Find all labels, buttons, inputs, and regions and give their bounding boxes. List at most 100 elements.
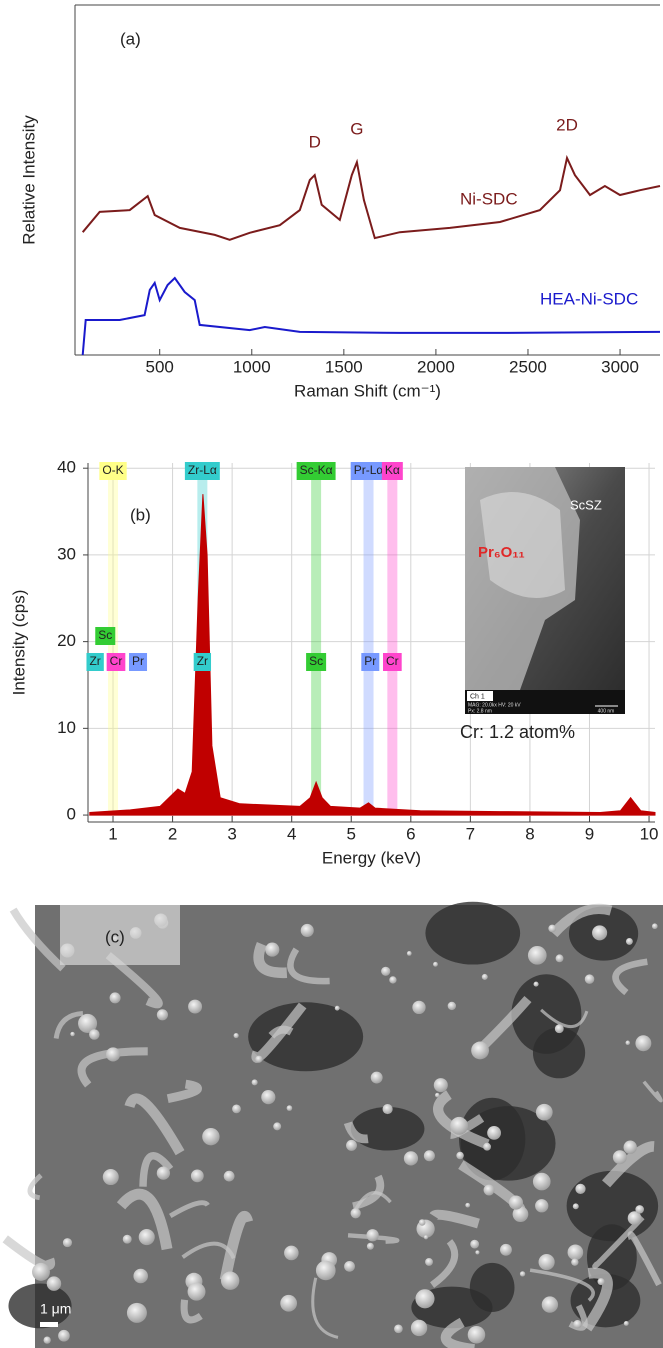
inset-particle [480,492,565,598]
element-label-box [106,653,126,671]
x-tick-label: 500 [146,357,174,376]
sem-particle [370,1071,383,1084]
x-tick-label: 3000 [601,357,639,376]
annotation: Cr: 1.2 atom% [460,722,575,742]
peak-label: D [309,133,321,152]
element-label-box [129,653,148,671]
sem-network [433,1090,490,1150]
x-tick-label: 1500 [325,357,363,376]
element-label-box [381,462,403,480]
sem-particle [32,1262,50,1281]
sem-network [540,1008,589,1028]
sem-network [253,942,288,978]
element-label: O-K [102,463,123,477]
sem-particle [133,1268,148,1284]
x-tick-label: 9 [585,824,594,843]
sem-particle [190,1169,204,1183]
sem-particle [635,1205,644,1214]
sem-highlight [60,905,180,965]
series-line [81,276,661,356]
sem-image [2,901,663,1348]
sem-particle [592,925,608,941]
sem-network [592,1215,645,1270]
element-band [311,475,322,816]
sem-particle [532,1172,551,1191]
sem-particle [450,1116,469,1135]
legend-label: Ni-SDC [460,189,518,208]
sem-particle [70,1031,75,1037]
inset-channel-box [467,691,493,701]
sem-particle [527,945,547,965]
sem-particle [423,1235,429,1240]
sem-particle [567,1244,584,1261]
sem-particle [410,1319,428,1337]
sem-particle [232,1104,241,1114]
y-axis-label: Intensity (cps) [9,590,28,696]
sem-network [251,1002,307,1063]
sem-particle [500,1243,512,1256]
sem-network [27,1173,43,1201]
sem-particle [366,1229,379,1242]
sem-network [429,1209,480,1229]
sem-network [219,1210,254,1282]
sem-particle [265,942,280,957]
sem-particle [187,1282,206,1301]
sem-particle [554,1024,564,1034]
sem-particle [344,1260,355,1272]
sem-network [105,952,163,1009]
element-label-box [193,653,212,671]
sem-network [181,1241,236,1260]
sem-particle [573,1319,582,1329]
sem-particle [471,1041,489,1060]
inset-label: ScSZ [570,497,602,512]
element-label: Sc-Kα [300,463,333,477]
sem-particle [255,1055,263,1063]
panel-label: (c) [105,927,125,946]
sem-network [166,1079,202,1104]
x-tick-label: 4 [287,824,296,843]
sem-network [139,1152,174,1187]
x-tick-label: 10 [640,824,659,843]
sem-particle [406,951,412,956]
sem-particle [403,1151,419,1166]
sem-network [311,1277,339,1339]
element-label-box [95,627,116,645]
sem-particle [126,1302,147,1323]
sem-network [77,1047,148,1088]
sem-particle [346,1139,357,1151]
element-label-box [383,653,402,671]
sem-particle [46,1276,62,1291]
element-band [387,475,398,816]
sem-particle [412,1000,426,1015]
sem-particle [300,923,314,938]
sem-particle [273,1122,282,1131]
element-label-box [99,462,127,480]
sem-particle [572,1203,579,1210]
y-tick-label: 0 [67,805,76,824]
sem-particle [381,966,391,976]
sem-particle [575,1183,586,1195]
y-tick-label: 10 [57,718,76,737]
sem-network [627,1231,662,1287]
sem-particle [261,1090,276,1105]
sem-particle [541,1296,559,1313]
sem-particle [43,1336,51,1344]
sem-particle [188,999,203,1014]
panel-label: (a) [120,29,141,48]
element-label: Zr [89,654,100,668]
sem-network [124,1093,185,1156]
sem-network [169,1200,210,1219]
sem-particle [481,973,488,980]
sem-particle [465,1202,471,1208]
element-band [363,475,374,816]
sem-network [9,907,66,972]
sem-particle [612,1150,627,1165]
sem-pore [425,901,521,965]
x-axis-label: Raman Shift (cm⁻¹) [294,381,441,400]
x-tick-label: 1000 [233,357,271,376]
x-tick-label: 1 [108,824,117,843]
sem-network [612,958,648,996]
sem-particle [625,937,633,945]
element-label: Kα [385,463,400,477]
sem-particle [623,1140,637,1154]
